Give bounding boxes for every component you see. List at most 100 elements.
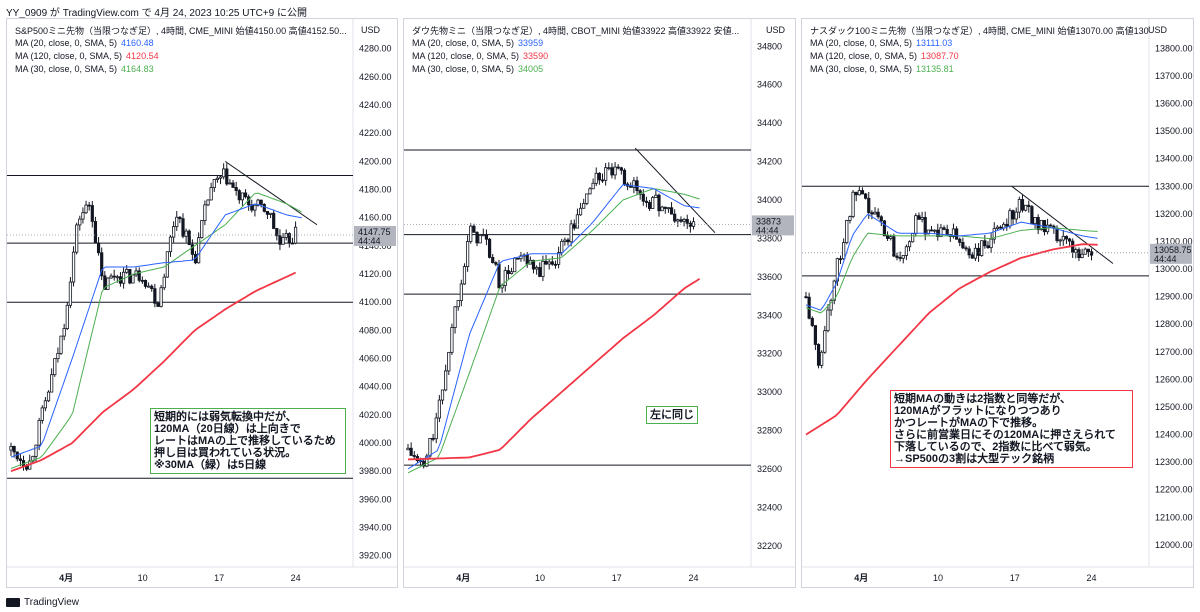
candle-body	[629, 185, 633, 188]
candle-body	[197, 237, 201, 264]
ma30-line	[805, 227, 1098, 314]
candle-body	[409, 447, 413, 456]
candle-body	[503, 270, 507, 286]
candle-body	[284, 233, 288, 238]
annotation-box: 短期MAの動きは2指数と同等だが、 120MAがフラットになりつつあり かつレー…	[890, 390, 1133, 468]
candle-body	[1033, 217, 1037, 225]
candle-body	[676, 219, 680, 222]
candle-body	[1061, 235, 1065, 241]
y-tick-label: 3960.00	[359, 494, 392, 504]
candle-body	[666, 207, 671, 210]
candle-body	[509, 271, 514, 275]
candle-body	[926, 229, 930, 235]
ma-value: 13135.81	[916, 64, 954, 74]
candle-body	[437, 399, 441, 419]
candle-body	[854, 191, 858, 196]
candle-body	[190, 244, 194, 255]
y-tick-label: 4220.00	[359, 128, 392, 138]
trend-line	[634, 147, 716, 234]
candle-body	[516, 257, 520, 260]
candle-body	[215, 177, 219, 180]
candle-body	[218, 176, 223, 179]
candle-body	[619, 167, 623, 171]
candle-body	[109, 275, 113, 279]
ma120-line	[10, 271, 296, 473]
candle-body	[920, 217, 924, 220]
candle-body	[1020, 199, 1025, 211]
candle-body	[967, 248, 971, 256]
y-tick-label: 33000	[757, 387, 782, 397]
candle-body	[810, 317, 814, 326]
candle-body	[150, 285, 154, 290]
candle-body	[453, 306, 457, 328]
candle-body	[422, 460, 426, 467]
candle-body	[481, 234, 485, 237]
candle-body	[200, 220, 204, 239]
candle-body	[547, 261, 551, 265]
chart-panel-dow[interactable]: 34800 34600 34400 34200 34000 33800 33600 33400…	[403, 18, 796, 588]
candle-body	[31, 455, 35, 462]
y-tick-label: 33400	[757, 310, 782, 320]
y-tick-label: 32200	[757, 541, 782, 551]
ma-label: MA (120, close, 0, SMA, 5)	[15, 51, 123, 61]
y-tick-label: 4040.00	[359, 382, 392, 392]
candle-body	[243, 192, 248, 198]
y-tick-label: 13000.00	[1155, 264, 1193, 274]
chart-panel-sp500[interactable]: 4280.00 4260.00 4240.00 4220.00 4200.00 4180.…	[6, 18, 398, 588]
ma-value: 4160.48	[121, 38, 154, 48]
candle-body	[594, 172, 598, 184]
candle-body	[275, 228, 279, 237]
y-tick-label: 13100.00	[1155, 236, 1193, 246]
candle-body	[1008, 210, 1012, 227]
candle-body	[954, 228, 959, 240]
candle-body	[65, 304, 69, 329]
y-tick-label: 12400.00	[1155, 430, 1193, 440]
candle-body	[40, 407, 44, 421]
candle-body	[231, 182, 235, 188]
candle-body	[209, 187, 213, 201]
y-tick-label: 4060.00	[359, 354, 392, 364]
candle-body	[572, 223, 576, 229]
candle-body	[1036, 217, 1040, 231]
y-tick-label: 12800.00	[1155, 319, 1193, 329]
publish-header: YY_0909 が TradingView.com で 4月 24, 2023 …	[6, 8, 307, 19]
candle-body	[870, 212, 874, 215]
candle-body	[234, 187, 238, 191]
price-tag-countdown: 44:44	[756, 225, 779, 235]
candle-body	[428, 437, 432, 457]
candle-body	[434, 417, 438, 440]
y-tick-label: 4160.00	[359, 213, 392, 223]
candle-body	[1058, 239, 1062, 242]
candle-body	[143, 280, 148, 287]
candle-body	[826, 309, 830, 332]
candle-body	[933, 229, 937, 232]
candle-body	[823, 330, 827, 353]
candle-body	[864, 193, 868, 199]
candle-body	[848, 216, 852, 221]
candle-body	[958, 238, 962, 243]
chart-panel-nasdaq[interactable]: 13800.00 13700.00 13600.00 13500.00 13400.00…	[801, 18, 1194, 588]
candle-body	[206, 199, 210, 206]
annotation-box: 短期的には弱気転換中だが、 120MA（20日線）は上向きで レートはMAの上で…	[150, 408, 346, 474]
candle-body	[669, 207, 674, 215]
y-tick-label: 4120.00	[359, 269, 392, 279]
candle-body	[1086, 248, 1090, 253]
candle-body	[873, 211, 877, 215]
x-tick-label: 17	[612, 573, 622, 583]
ma120-legend: MA (120, close, 0, SMA, 5) 13087.70	[810, 51, 959, 61]
candle-body	[137, 270, 141, 281]
candle-body	[50, 374, 54, 393]
candle-body	[181, 218, 185, 237]
candle-body	[156, 302, 160, 307]
candle-body	[103, 275, 107, 290]
candle-body	[159, 287, 163, 307]
ma-label: MA (120, close, 0, SMA, 5)	[412, 51, 520, 61]
y-tick-label: 33600	[757, 272, 782, 282]
price-tag-box	[752, 215, 794, 236]
candle-body	[895, 255, 899, 258]
candle-body	[980, 240, 984, 256]
ma20-legend: MA (20, close, 0, SMA, 5) 33959	[412, 38, 543, 48]
ma-value: 33959	[518, 38, 544, 48]
candle-body	[497, 263, 501, 289]
x-tick-label: 24	[689, 573, 699, 583]
